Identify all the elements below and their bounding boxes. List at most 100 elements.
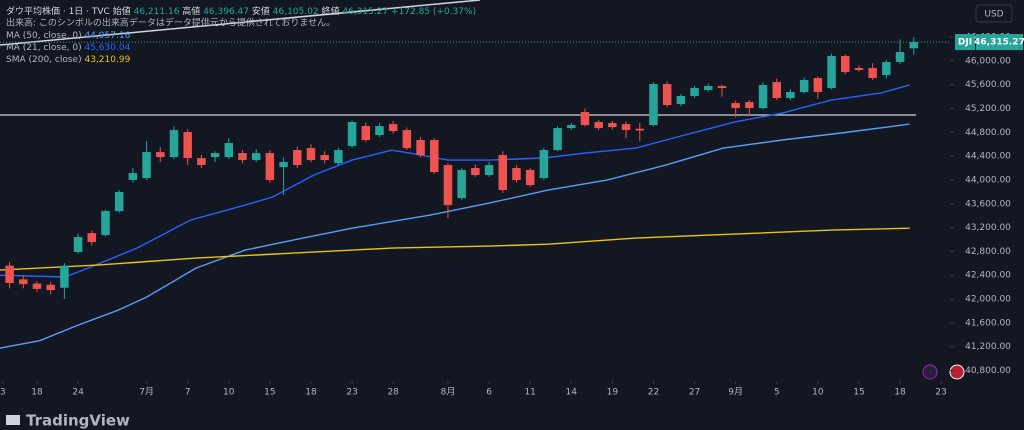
field-value: 46,396.47 bbox=[203, 7, 249, 17]
flag-icon[interactable] bbox=[949, 364, 965, 380]
candle-body bbox=[758, 85, 768, 109]
header-line: ダウ平均株価 · 1日 · TVC 始値 46,211.16 高値 46,396… bbox=[6, 5, 476, 17]
x-tick-label: 15 bbox=[264, 388, 275, 398]
candle-body bbox=[567, 125, 576, 129]
legend-entry: SMA (200, close) 43,210.99 bbox=[6, 55, 131, 65]
plot bbox=[0, 37, 918, 349]
candle-body bbox=[841, 56, 850, 73]
candle-body bbox=[909, 42, 918, 49]
legend-name: MA (50, close, 0) bbox=[6, 31, 82, 41]
x-tick-label: 6 bbox=[486, 388, 492, 398]
x-tick-label: 23 bbox=[346, 388, 357, 398]
logo-mark bbox=[6, 415, 20, 425]
ma-line bbox=[0, 84, 910, 278]
candle-body bbox=[19, 279, 28, 285]
candle-body bbox=[786, 92, 795, 99]
candle-body bbox=[169, 130, 179, 158]
candle-body bbox=[279, 162, 288, 168]
candle-body bbox=[197, 158, 206, 166]
x-tick-label: 14 bbox=[566, 388, 578, 398]
logo: TradingView bbox=[6, 412, 130, 430]
candle-body bbox=[334, 150, 343, 164]
candle-body bbox=[690, 88, 699, 97]
candle-body bbox=[87, 233, 97, 243]
candle-body bbox=[745, 102, 754, 109]
x-tick-label: 5 bbox=[774, 388, 780, 398]
x-tick-label: 24 bbox=[72, 388, 84, 398]
y-tick-label: 44,400.00 bbox=[965, 152, 1011, 162]
candle-body bbox=[772, 82, 782, 99]
candle-body bbox=[799, 80, 809, 93]
candle-body bbox=[251, 153, 261, 161]
legend-name: SMA (200, close) bbox=[6, 55, 82, 65]
x-tick-label: 8月 bbox=[441, 387, 456, 398]
candle-body bbox=[114, 192, 124, 212]
candle-body bbox=[224, 143, 234, 158]
last-price-label: 46,315.27 bbox=[974, 38, 1024, 48]
candle-body bbox=[46, 284, 55, 291]
field-value: 46,105.02 bbox=[273, 7, 319, 17]
y-tick-label: 42,000.00 bbox=[965, 295, 1011, 305]
candle-body bbox=[101, 211, 110, 236]
candle-body bbox=[265, 153, 275, 181]
candle-body bbox=[5, 265, 14, 283]
candle-body bbox=[347, 122, 357, 147]
y-tick-label: 45,600.00 bbox=[965, 80, 1011, 90]
x-tick-label: 11 bbox=[524, 388, 535, 398]
currency: USD bbox=[984, 10, 1003, 20]
candle-body bbox=[635, 128, 645, 131]
field-label: 始値 bbox=[113, 5, 131, 17]
x-tick-label: 7 bbox=[185, 388, 191, 398]
x-tick-label: 18 bbox=[305, 388, 317, 398]
candle-body bbox=[210, 153, 220, 158]
candle-body bbox=[621, 124, 631, 131]
candle-body bbox=[512, 168, 521, 181]
volume-note: 出来高: このシンボルの出来高データはデータ提供元から提供されておりません。 bbox=[6, 17, 335, 29]
ticker-box bbox=[955, 34, 975, 51]
x-tick-label: 7月 bbox=[139, 387, 154, 398]
y-tick-label: 41,200.00 bbox=[965, 342, 1011, 352]
field-label: 安値 bbox=[252, 5, 270, 17]
y-tick-label: 44,000.00 bbox=[965, 175, 1011, 185]
legend-entry: MA (21, close, 0) 45,630.04 bbox=[6, 43, 131, 53]
candle-body bbox=[183, 132, 192, 159]
candle-body bbox=[580, 112, 590, 126]
candle-body bbox=[128, 173, 138, 180]
candle-body bbox=[882, 62, 891, 76]
x-tick-label: 18 bbox=[894, 388, 906, 398]
candle-body bbox=[594, 122, 603, 129]
candle-body bbox=[443, 165, 453, 206]
y-tick-label: 43,200.00 bbox=[965, 223, 1011, 233]
y-tick-label: 42,400.00 bbox=[965, 271, 1011, 281]
ticker: DJI bbox=[958, 38, 972, 48]
candle-body bbox=[32, 283, 42, 289]
change: +172.85 (+0.37%) bbox=[391, 7, 476, 17]
candle-body bbox=[471, 168, 480, 176]
candle-body bbox=[238, 153, 247, 161]
y-tick-label: 41,600.00 bbox=[965, 318, 1011, 328]
candle-body bbox=[361, 126, 371, 141]
candle-body bbox=[854, 68, 864, 71]
ma-line bbox=[0, 227, 910, 271]
x-tick-label: 27 bbox=[689, 388, 700, 398]
currency-box[interactable] bbox=[975, 4, 1013, 23]
x-tick-label: 28 bbox=[387, 388, 399, 398]
candle-body bbox=[156, 152, 165, 158]
field-label: 高値 bbox=[182, 5, 200, 17]
candle-body bbox=[608, 123, 617, 128]
candle-body bbox=[60, 265, 69, 288]
y-tick-label: 42,800.00 bbox=[965, 247, 1011, 257]
event-icon[interactable] bbox=[922, 364, 938, 380]
candle-body bbox=[416, 140, 425, 156]
x-tick-label: 18 bbox=[31, 388, 43, 398]
candle-body bbox=[868, 68, 877, 79]
candle-body bbox=[813, 78, 823, 93]
candle-body bbox=[402, 130, 412, 149]
ma-line bbox=[0, 123, 910, 349]
x-tick-label: 3 bbox=[0, 388, 6, 398]
candle-body bbox=[375, 126, 384, 136]
x-tick-label: 10 bbox=[223, 388, 235, 398]
